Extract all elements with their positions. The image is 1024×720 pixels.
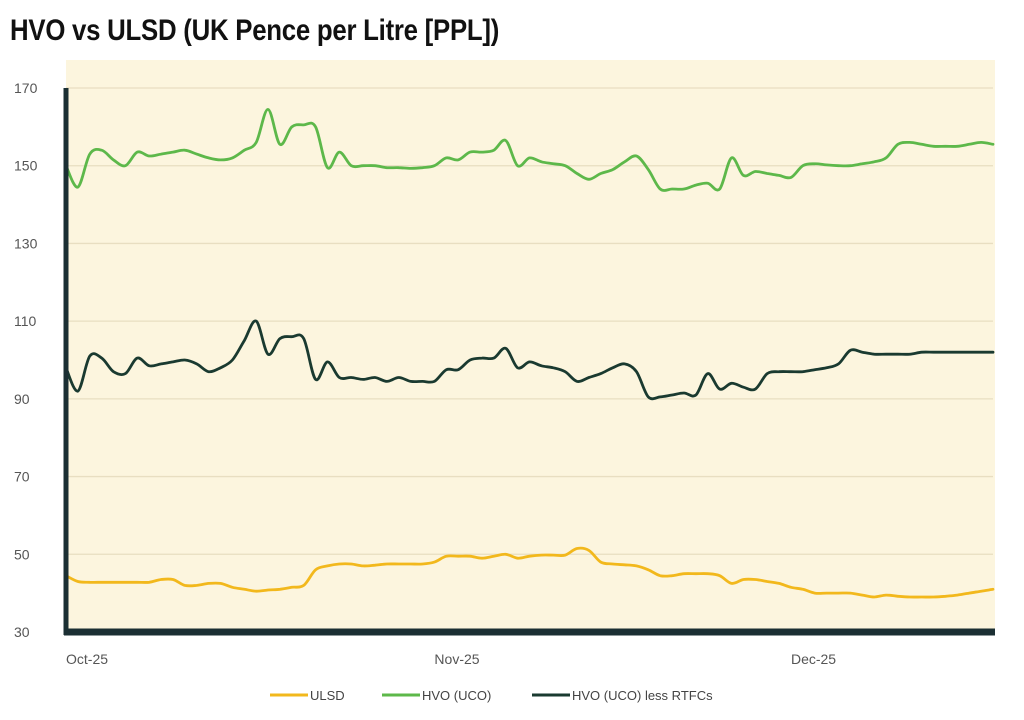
series-line-ulsd xyxy=(64,546,995,599)
y-tick-label-50: 50 xyxy=(14,546,30,562)
legend-label-hvo-uco: HVO (UCO) xyxy=(422,688,491,703)
y-tick-label-130: 130 xyxy=(14,235,38,251)
series-line-hvo-uco-less-rtfcs xyxy=(64,319,995,401)
legend-label-ulsd: ULSD xyxy=(310,688,345,703)
chart-title: HVO vs ULSD (UK Pence per Litre [PPL]) xyxy=(10,14,500,47)
y-axis-tick-labels: 30 50 70 90 110 130 150 170 xyxy=(14,80,38,640)
series-line-hvo-uco xyxy=(64,107,995,192)
y-tick-label-110: 110 xyxy=(14,313,37,329)
y-tick-label-30: 30 xyxy=(14,624,30,640)
plot-background xyxy=(66,60,995,632)
legend-label-hvo-uco-less-rtfcs: HVO (UCO) less RTFCs xyxy=(572,688,713,703)
legend: ULSD HVO (UCO) HVO (UCO) less RTFCs xyxy=(270,688,713,703)
x-tick-label-dec-25: Dec-25 xyxy=(791,651,836,667)
axes xyxy=(63,88,995,636)
y-tick-label-70: 70 xyxy=(14,469,30,485)
y-tick-label-150: 150 xyxy=(14,158,38,174)
x-tick-label-oct-25: Oct-25 xyxy=(66,651,108,667)
x-tick-label-nov-25: Nov-25 xyxy=(434,651,479,667)
series-lines xyxy=(64,107,995,599)
y-tick-label-170: 170 xyxy=(14,80,38,96)
y-tick-label-90: 90 xyxy=(14,391,30,407)
x-axis-tick-labels: Oct-25 Nov-25 Dec-25 xyxy=(66,651,836,667)
